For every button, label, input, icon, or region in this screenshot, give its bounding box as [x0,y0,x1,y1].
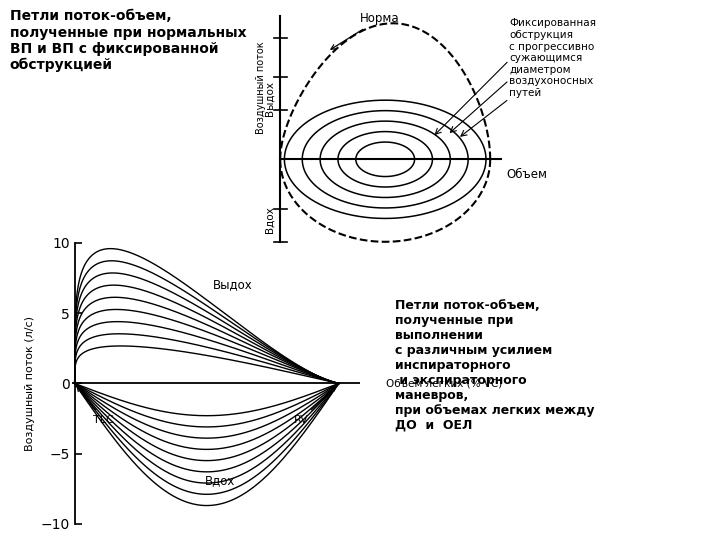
Text: Воздушный поток: Воздушный поток [256,42,266,134]
Text: TLC: TLC [77,387,114,425]
Y-axis label: Воздушный поток (л/с): Воздушный поток (л/с) [25,316,35,451]
Text: Норма: Норма [331,12,400,49]
Text: Петли поток-объем,
полученные при
выполнении
с различным усилием
инспираторного
: Петли поток-объем, полученные при выполн… [395,299,594,431]
Text: Вдох: Вдох [204,475,235,488]
Text: Выдох: Выдох [265,82,275,116]
Text: Вдох: Вдох [265,206,275,233]
Text: Выдох: Выдох [213,278,253,291]
Text: RV: RV [294,386,336,425]
Text: Объем: Объем [506,168,547,181]
Text: Объем легких (% VC): Объем легких (% VC) [386,378,502,388]
Text: Петли поток-объем,
полученные при нормальных
ВП и ВП с фиксированной
обструкцией: Петли поток-объем, полученные при нормал… [10,9,246,72]
Text: Фиксированная
обструкция
с прогрессивно
сужающимся
диаметром
воздухоносных
путей: Фиксированная обструкция с прогрессивно … [509,18,596,98]
